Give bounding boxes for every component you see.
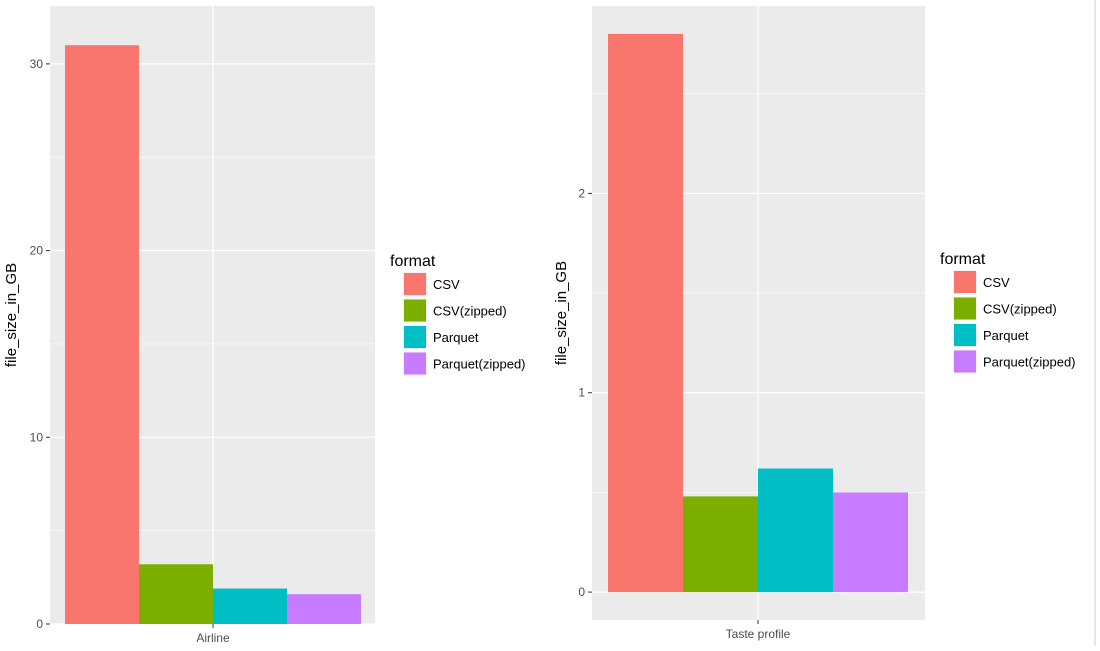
bar-parquet xyxy=(758,468,833,593)
legend-label: Parquet(zipped) xyxy=(433,357,526,372)
legend-key xyxy=(404,273,426,295)
y-tick-label: 20 xyxy=(30,244,44,258)
y-tick-label: 0 xyxy=(578,585,585,599)
y-tick-label: 1 xyxy=(578,386,585,400)
legend-title: format xyxy=(940,251,986,268)
legend-key xyxy=(954,297,976,320)
legend-key xyxy=(954,271,976,293)
y-tick-label: 2 xyxy=(578,186,585,200)
legend-label: CSV(zipped) xyxy=(433,304,507,319)
legend: format CSV CSV(zipped) Parquet Parquet(zippe… xyxy=(940,251,1076,374)
legend-key xyxy=(404,326,426,348)
y-tick-label: 30 xyxy=(30,57,44,71)
y-tick-label: 10 xyxy=(30,430,44,444)
legend-key xyxy=(404,299,426,322)
legend-label: Parquet xyxy=(433,330,479,345)
y-axis-title: file_size_in_GB xyxy=(3,263,20,367)
bar-csv-zipped xyxy=(139,564,213,624)
chart-1: 0 1 2 Taste profile file_size_in_GB format CSV… xyxy=(553,6,1076,641)
window-edge xyxy=(1094,0,1096,646)
chart-0: 0 10 20 30 Airline file_size_in_GB format CSV CS… xyxy=(3,6,526,645)
y-tick-label: 0 xyxy=(36,617,43,631)
bar-csv-zipped xyxy=(683,496,758,593)
legend-key xyxy=(954,350,976,373)
bar-parquet xyxy=(213,588,287,624)
legend-key xyxy=(954,324,976,346)
x-tick-label: Airline xyxy=(196,631,230,645)
y-axis-title: file_size_in_GB xyxy=(553,261,570,365)
legend-label: CSV(zipped) xyxy=(983,302,1057,317)
legend-key xyxy=(404,352,426,375)
legend-label: Parquet xyxy=(983,328,1029,343)
legend: format CSV CSV(zipped) Parquet Parquet(zippe… xyxy=(390,253,526,376)
bar-parquet-zipped xyxy=(287,594,361,624)
bar-parquet-zipped xyxy=(833,492,908,593)
x-tick-label: Taste profile xyxy=(726,627,791,641)
legend-title: format xyxy=(390,253,436,270)
bar-csv xyxy=(608,33,683,593)
legend-label: CSV xyxy=(433,277,460,292)
legend-label: CSV xyxy=(983,275,1010,290)
bar-csv xyxy=(65,45,139,625)
legend-label: Parquet(zipped) xyxy=(983,355,1076,370)
